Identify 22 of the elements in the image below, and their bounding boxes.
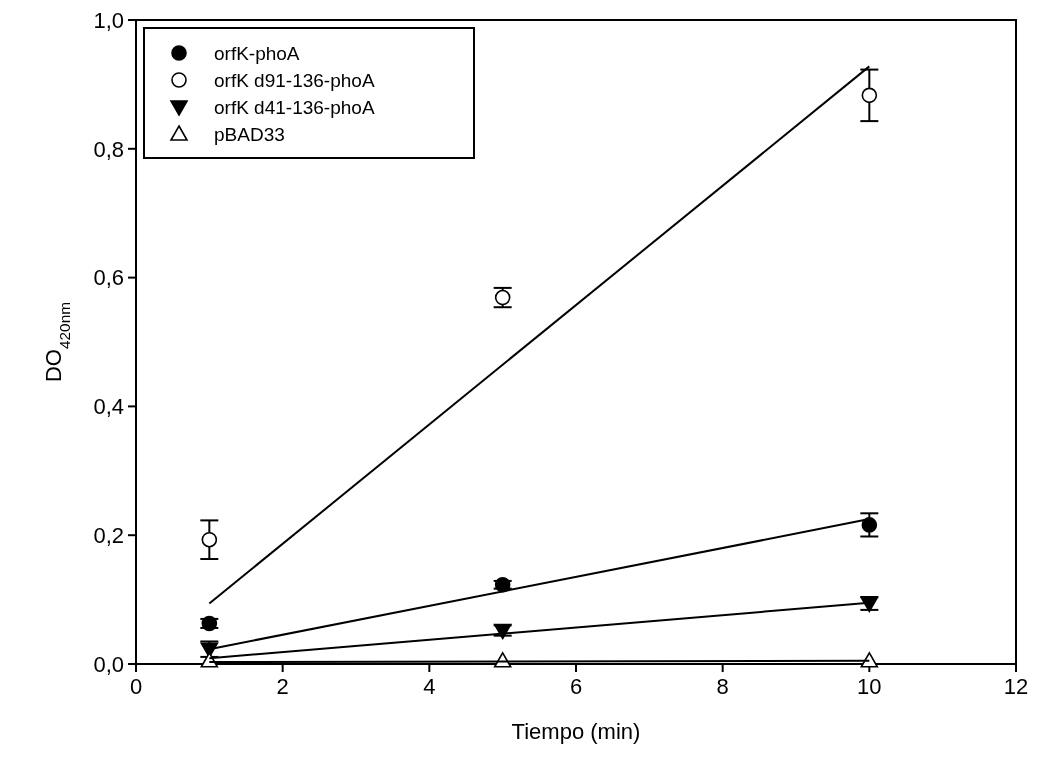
x-tick-label: 8 [716,674,729,699]
y-tick-label: 0,6 [93,265,124,291]
x-tick-label: 6 [569,674,583,699]
legend-label: orfK d41-136-phoA [214,96,375,118]
point [860,651,879,668]
legend-label: orfK-phoA [214,42,300,64]
y-tick-label: 1,0 [93,7,124,33]
legend-label: orfK d91-136-phoA [214,69,375,91]
point [201,531,218,548]
y-tick-label: 0,0 [93,651,124,677]
point [861,87,878,104]
y-tick-label: 0,2 [93,522,124,548]
x-tick-label: 2 [276,674,289,699]
x-tick-label: 0 [129,674,143,699]
legend-label: pBAD33 [214,123,285,145]
y-tick-label: 0,8 [93,136,124,162]
x-axis-title: Tiempo (min) [511,719,641,744]
x-tick-label: 4 [423,674,436,699]
x-tick-label: 12 [1003,674,1029,699]
point [861,517,878,533]
x-tick-label: 10 [857,674,882,699]
y-tick-label: 0,4 [93,394,124,420]
